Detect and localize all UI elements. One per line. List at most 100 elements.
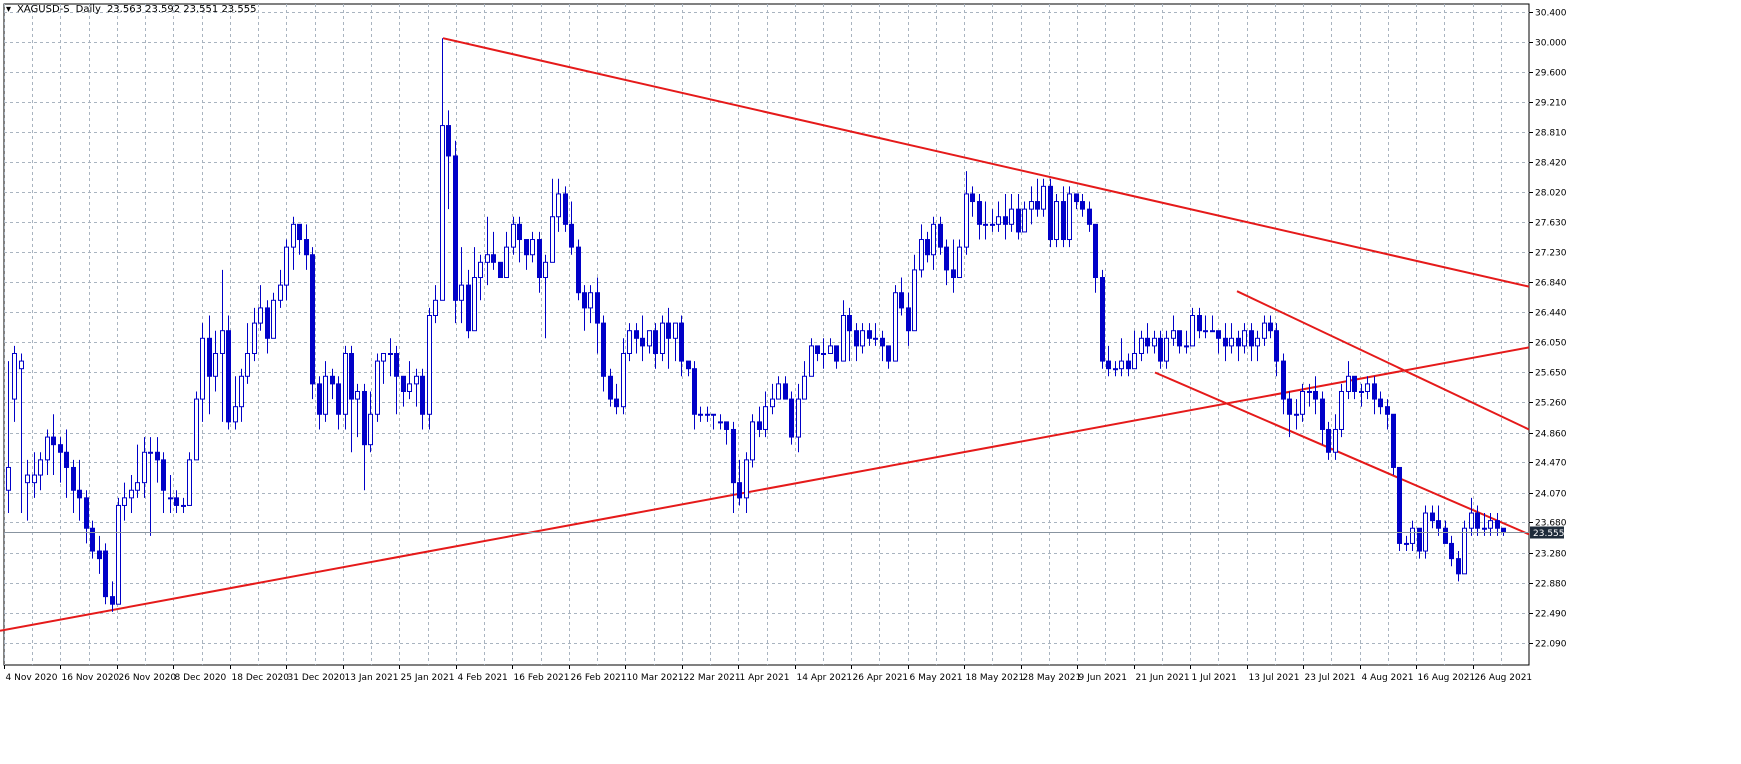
candle [1106, 345, 1111, 377]
candle [19, 353, 24, 514]
candle [129, 475, 134, 514]
candle [1255, 330, 1260, 362]
candle [666, 307, 671, 369]
candle-body [355, 390, 360, 400]
candle [1249, 323, 1254, 362]
candle [524, 239, 529, 270]
x-tick-label: 14 Apr 2021 [797, 673, 853, 683]
candle-body [543, 261, 548, 279]
candle [537, 231, 542, 293]
candle [1326, 421, 1331, 460]
candle-body [724, 421, 729, 430]
candle [1080, 193, 1085, 217]
candle-body [621, 352, 626, 408]
candle-body [951, 269, 956, 279]
candle-body [1223, 337, 1228, 347]
candle [485, 216, 490, 286]
candle-body [1391, 413, 1396, 468]
candle [181, 497, 186, 514]
candle [446, 110, 451, 210]
candle-body [58, 444, 63, 453]
candle [679, 315, 684, 377]
candle [809, 338, 814, 377]
candle [161, 452, 166, 514]
candle-body [414, 375, 419, 385]
candle-body [834, 345, 839, 362]
x-tick-label: 22 Mar 2021 [684, 673, 741, 683]
candle-body [809, 345, 814, 377]
candle [504, 231, 509, 279]
candle-body [718, 421, 723, 424]
collapse-icon[interactable]: ▾ [6, 4, 12, 15]
candle [1300, 383, 1305, 422]
candle-body [1054, 201, 1059, 241]
candle [886, 345, 891, 369]
y-tick-label: 24.070 [1535, 490, 1567, 500]
x-tick-label: 18 May 2021 [966, 673, 1025, 683]
candle-body [420, 375, 425, 415]
x-tick-label: 8 Dec 2020 [175, 673, 227, 683]
candle [698, 406, 703, 422]
candle-body [886, 345, 891, 362]
candle [498, 261, 503, 279]
x-tick-label: 16 Aug 2021 [1418, 673, 1476, 683]
candle-body [220, 330, 225, 354]
y-tick-label: 23.280 [1535, 550, 1567, 560]
candle-body [1067, 193, 1072, 241]
candle-body [867, 330, 872, 339]
candle-body [6, 466, 11, 491]
candle [1216, 330, 1221, 354]
candle [750, 414, 755, 468]
trendline-layer [0, 37, 1530, 632]
candle-body [97, 550, 102, 560]
candle [601, 315, 606, 392]
candle-body [1469, 512, 1474, 529]
candle-body [388, 352, 393, 355]
candle [148, 437, 153, 536]
candle [899, 277, 904, 316]
candle [142, 437, 147, 498]
candle [1184, 330, 1189, 354]
candle [724, 421, 729, 445]
candle-body [330, 375, 335, 385]
candle-body [1430, 512, 1435, 522]
candle [258, 285, 263, 331]
candle-body [103, 550, 108, 598]
candle [990, 209, 995, 232]
candle-body [1281, 360, 1286, 400]
candle-body [1320, 398, 1325, 430]
candle-body [1197, 315, 1202, 332]
candle-body [880, 337, 885, 347]
candle-body [569, 223, 574, 248]
candle-body [142, 451, 147, 484]
candle-body [472, 277, 477, 332]
x-tick-label: 16 Feb 2021 [514, 673, 570, 683]
x-tick-label: 21 Jun 2021 [1136, 673, 1190, 683]
candle [621, 338, 626, 415]
candle [1100, 269, 1105, 369]
candle-body [977, 201, 982, 225]
candle [271, 292, 276, 339]
x-tick-label: 26 Apr 2021 [853, 673, 909, 683]
candle-body [1372, 383, 1377, 400]
candle [1158, 330, 1163, 369]
candle-body [821, 352, 826, 355]
candle [1164, 330, 1169, 369]
candle-body [1488, 520, 1493, 529]
candle-body [265, 307, 270, 339]
candle [1307, 383, 1312, 407]
candle-body [1378, 398, 1383, 408]
candle-body [1385, 406, 1390, 415]
candle-body [304, 239, 309, 256]
candle [1009, 193, 1014, 232]
candle [828, 338, 833, 354]
candle-body [1242, 330, 1247, 347]
candle-body [608, 375, 613, 400]
candle-body [381, 352, 386, 362]
candle [343, 345, 348, 430]
candle [1197, 307, 1202, 339]
candle-body [433, 299, 438, 317]
candle [983, 201, 988, 240]
